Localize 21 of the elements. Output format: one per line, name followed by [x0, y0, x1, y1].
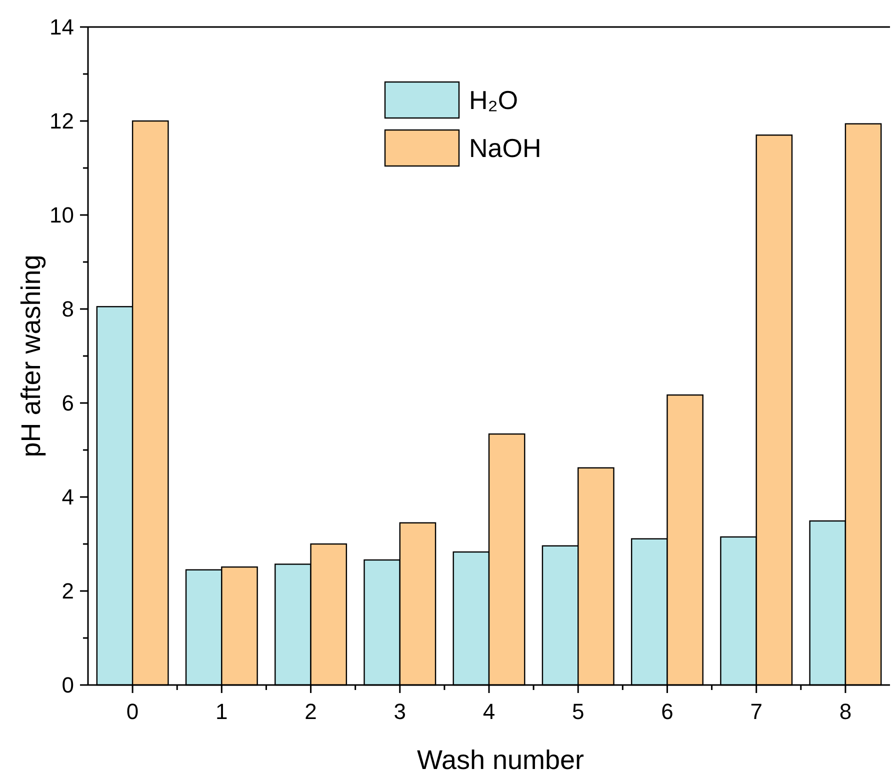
y-tick-label: 4 [62, 484, 74, 510]
x-tick-label: 5 [572, 699, 584, 724]
y-tick-label: 8 [62, 296, 74, 322]
y-tick-label: 2 [62, 578, 74, 604]
x-axis-title: Wash number [416, 745, 584, 773]
x-tick-label: 4 [482, 699, 496, 724]
y-tick-label: 12 [50, 108, 74, 134]
x-tick-label: 2 [304, 699, 317, 724]
x-tick-label: 3 [394, 699, 406, 724]
x-tick-label: 0 [126, 699, 139, 724]
x-tick-label: 6 [661, 699, 674, 724]
x-tick-label: 8 [839, 699, 852, 724]
legend-label: NaOH [469, 133, 542, 164]
y-tick-label: 6 [62, 390, 74, 416]
y-tick-label: 10 [50, 202, 74, 228]
y-axis-title: pH after washing [16, 254, 46, 458]
y-tick-label: 14 [50, 14, 74, 40]
legend-label: H₂O [469, 85, 518, 116]
x-tick-label: 1 [216, 699, 228, 724]
y-tick-label: 0 [62, 672, 74, 698]
x-tick-label: 7 [750, 699, 762, 724]
